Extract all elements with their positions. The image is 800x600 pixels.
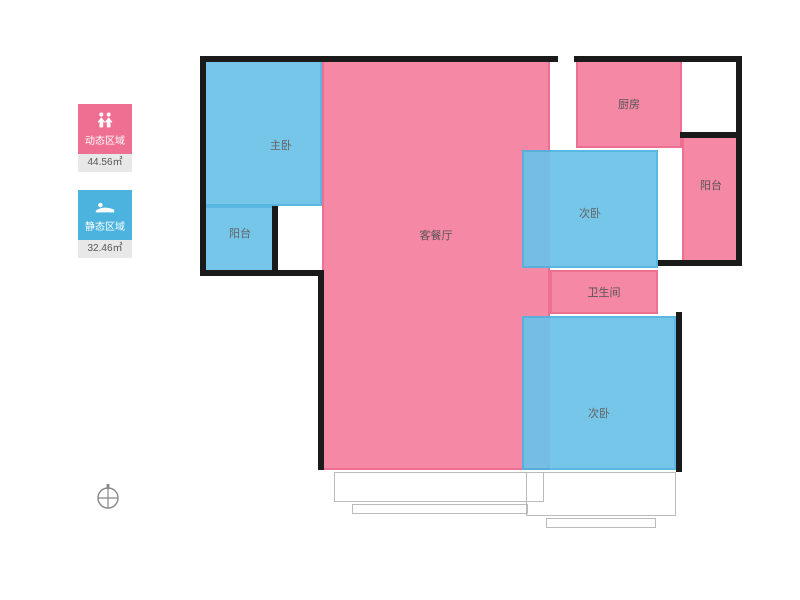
room-kitchen: 厨房 <box>576 60 682 148</box>
legend-dynamic: 动态区域 <box>78 104 132 154</box>
room-label: 客餐厅 <box>420 227 453 243</box>
room-label: 次卧 <box>588 405 610 421</box>
balcony-rail <box>546 518 656 528</box>
room-master: 主卧 <box>204 60 322 206</box>
room-balcony_l: 阳台 <box>204 206 276 272</box>
balcony-rail <box>526 472 676 516</box>
room-living: 客餐厅 <box>322 60 550 470</box>
wall <box>272 270 324 276</box>
compass-icon <box>94 482 122 510</box>
wall <box>200 270 276 276</box>
legend-static-title: 静态区域 <box>85 218 125 233</box>
room-bed2: 次卧 <box>522 150 658 268</box>
room-bath: 卫生间 <box>550 270 658 314</box>
room-label: 主卧 <box>270 137 292 153</box>
room-label: 卫生间 <box>588 284 621 300</box>
room-label: 阳台 <box>700 177 722 193</box>
wall <box>680 132 742 138</box>
balcony-rail <box>352 504 528 514</box>
wall <box>736 132 742 262</box>
wall <box>200 56 558 62</box>
legend-static-value: 32.46㎡ <box>78 240 132 258</box>
wall <box>736 56 742 138</box>
sleep-icon <box>94 197 116 218</box>
wall <box>200 56 206 272</box>
wall <box>574 56 742 62</box>
legend-static: 静态区域 <box>78 190 132 240</box>
legend-dynamic-value: 44.56㎡ <box>78 154 132 172</box>
wall <box>658 260 742 266</box>
room-label: 阳台 <box>229 225 251 241</box>
wall <box>318 270 324 470</box>
room-balcony_r: 阳台 <box>682 136 740 262</box>
balcony-rail <box>334 472 544 502</box>
room-label: 厨房 <box>618 96 640 112</box>
wall <box>676 312 682 472</box>
room-label: 次卧 <box>579 205 601 221</box>
legend: 动态区域 44.56㎡ 静态区域 32.46㎡ <box>78 104 132 276</box>
room-bed3: 次卧 <box>522 316 676 470</box>
wall <box>272 206 278 274</box>
people-icon <box>94 111 116 132</box>
floor-plan: 客餐厅厨房阳台卫生间主卧阳台次卧次卧 <box>190 48 750 548</box>
legend-dynamic-title: 动态区域 <box>85 132 125 147</box>
